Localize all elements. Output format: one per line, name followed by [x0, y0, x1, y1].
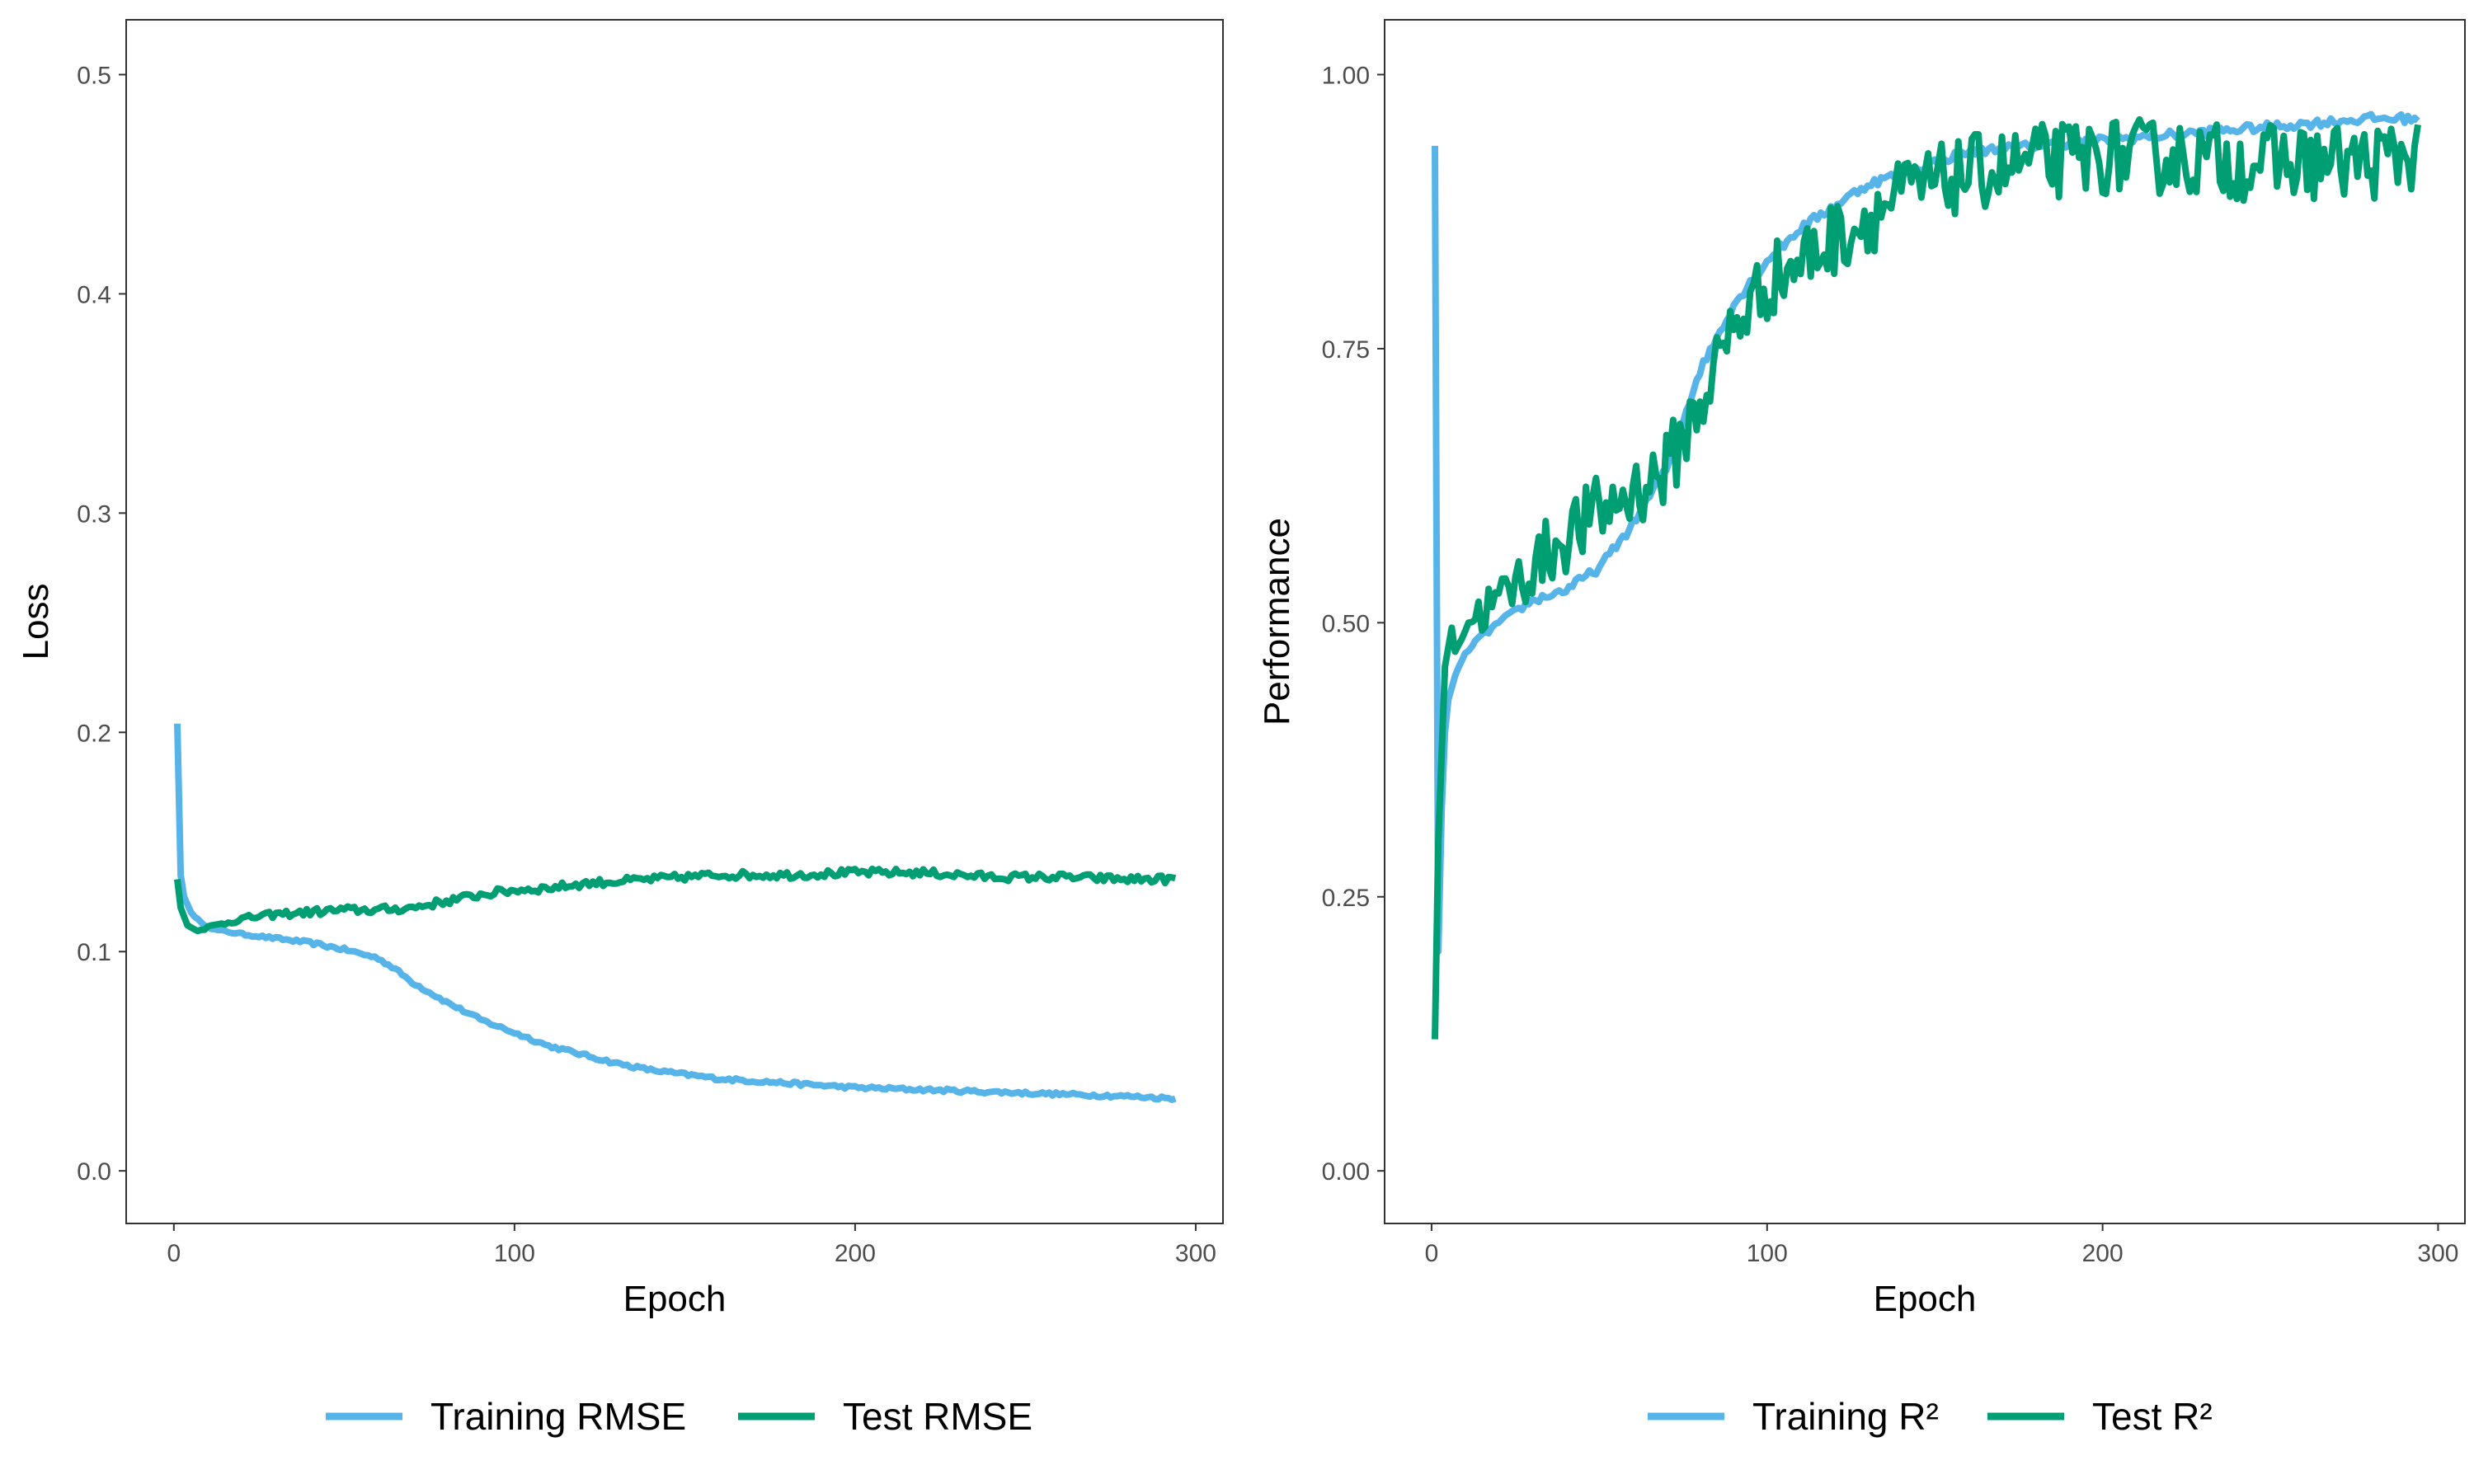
loss-chart: 0.0 0.1 0.2 0.3 0.4 0.5 0 100 200 300 Epoch Loss… [16, 19, 1224, 1438]
performance-x-tick-label: 200 [2082, 1240, 2124, 1267]
loss-y-axis: 0.0 0.1 0.2 0.3 0.4 0.5 [77, 62, 126, 1186]
loss-y-tick-label: 0.1 [77, 939, 111, 966]
performance-x-axis: 0 100 200 300 [1425, 1223, 2458, 1267]
loss-y-tick-label: 0.5 [77, 62, 111, 89]
performance-x-tick-label: 0 [1425, 1240, 1439, 1267]
performance-y-tick-label: 0.75 [1322, 336, 1370, 364]
loss-y-tick-label: 0.0 [77, 1158, 111, 1186]
performance-y-axis: 0.00 0.25 0.50 0.75 1.00 [1322, 62, 1385, 1186]
performance-y-tick-label: 0.00 [1322, 1158, 1370, 1186]
loss-x-axis-title: Epoch [623, 1279, 727, 1319]
loss-x-axis: 0 100 200 300 [167, 1223, 1216, 1267]
performance-lines [1432, 110, 2421, 1040]
performance-y-tick-label: 0.25 [1322, 885, 1370, 912]
performance-y-tick-label: 1.00 [1322, 62, 1370, 89]
loss-y-tick-label: 0.2 [77, 720, 111, 747]
performance-x-tick-label: 100 [1747, 1240, 1788, 1267]
loss-x-tick-label: 200 [835, 1240, 876, 1267]
loss-lines [174, 723, 1177, 1103]
loss-series-test-line [174, 865, 1177, 935]
legend-label-training-r2: Training R² [1752, 1395, 1939, 1438]
performance-legend: Training R² Test R² [1648, 1395, 2213, 1438]
loss-x-tick-label: 100 [494, 1240, 535, 1267]
performance-x-tick-label: 300 [2417, 1240, 2458, 1267]
performance-x-axis-title: Epoch [1874, 1279, 1977, 1319]
legend-label-test-r2: Test R² [2092, 1395, 2213, 1438]
performance-y-axis-title: Performance [1257, 518, 1297, 726]
loss-series-training-line [174, 723, 1177, 1103]
loss-y-axis-title: Loss [16, 584, 56, 660]
loss-x-tick-label: 0 [167, 1240, 181, 1267]
performance-y-tick-label: 0.50 [1322, 610, 1370, 637]
legend-label-training-rmse: Training RMSE [430, 1395, 686, 1438]
performance-series-test-line [1432, 115, 2421, 1040]
performance-plot-area [1384, 19, 2466, 1224]
loss-y-tick-label: 0.3 [77, 500, 111, 528]
performance-chart: 0.00 0.25 0.50 0.75 1.00 0 100 200 300 Epoch Pe… [1257, 19, 2466, 1438]
loss-legend: Training RMSE Test RMSE [326, 1395, 1032, 1438]
loss-x-tick-label: 300 [1175, 1240, 1216, 1267]
loss-y-tick-label: 0.4 [77, 281, 111, 308]
loss-plot-area [125, 19, 1224, 1224]
legend-label-test-rmse: Test RMSE [843, 1395, 1032, 1438]
